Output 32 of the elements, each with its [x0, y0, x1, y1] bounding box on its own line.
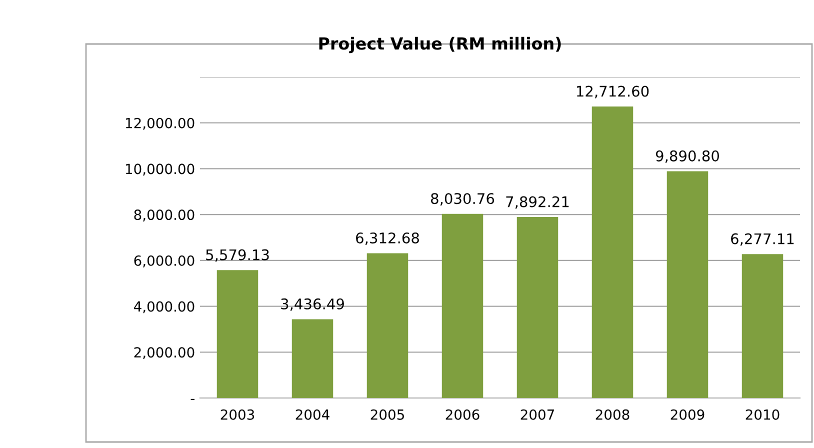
x-tick-label: 2010 — [746, 409, 780, 420]
y-tick-label: 8,000.00 — [134, 210, 194, 222]
y-tick-label: 6,000.00 — [134, 255, 194, 268]
bar — [366, 253, 408, 398]
data-label: 6,277.11 — [731, 233, 794, 246]
x-tick-label: 2005 — [370, 409, 404, 420]
x-tick-label: 2003 — [220, 409, 254, 420]
x-tick-label: 2009 — [670, 409, 704, 420]
data-label: 9,890.80 — [656, 150, 720, 163]
x-tick-label: 2006 — [446, 409, 480, 420]
chart-title: Project Value (RM million) — [319, 36, 561, 54]
y-tick-label: 10,000.00 — [126, 164, 194, 176]
y-tick-label: - — [190, 398, 194, 400]
y-tick-label: 12,000.00 — [126, 118, 194, 130]
data-label: 5,579.13 — [206, 249, 269, 262]
bar — [592, 106, 634, 398]
bar — [666, 171, 708, 398]
bar — [442, 214, 484, 398]
data-label: 6,312.68 — [356, 232, 419, 245]
bar — [742, 254, 784, 398]
data-label: 3,436.49 — [281, 298, 344, 311]
bar — [292, 319, 334, 398]
x-tick-label: 2004 — [296, 409, 330, 420]
bar — [216, 270, 258, 398]
y-tick-label: 2,000.00 — [134, 347, 194, 360]
y-tick-label: 4,000.00 — [134, 301, 194, 314]
data-label: 7,892.21 — [506, 196, 569, 209]
x-tick-label: 2008 — [596, 409, 630, 420]
bar — [516, 217, 558, 398]
data-label: 8,030.76 — [431, 193, 494, 206]
x-tick-label: 2007 — [520, 409, 554, 420]
data-label: 12,712.60 — [576, 86, 649, 98]
